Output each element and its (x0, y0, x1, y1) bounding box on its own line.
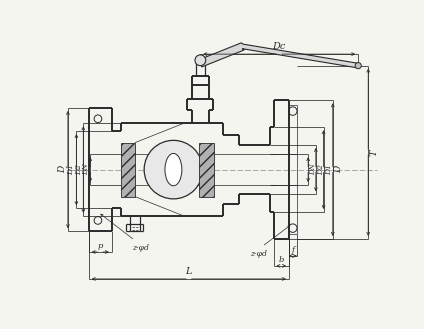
Text: D1: D1 (325, 164, 333, 175)
Text: b: b (279, 256, 284, 264)
Bar (199, 143, 214, 196)
Text: z-φd: z-φd (132, 243, 149, 252)
Text: L: L (186, 267, 192, 276)
Text: f: f (291, 245, 294, 254)
Text: Dc: Dc (273, 42, 286, 51)
Circle shape (355, 63, 361, 69)
Text: D: D (334, 166, 343, 173)
Text: D1: D1 (67, 164, 75, 175)
Text: D2: D2 (317, 164, 325, 175)
Text: D: D (58, 166, 67, 173)
Text: T: T (370, 149, 379, 156)
Bar (121, 143, 135, 196)
Polygon shape (199, 43, 359, 68)
Ellipse shape (165, 153, 182, 186)
Text: D2: D2 (75, 164, 83, 175)
Text: z-φd: z-φd (250, 250, 267, 258)
Text: DN: DN (82, 164, 90, 175)
Text: DN: DN (309, 164, 317, 175)
Text: p: p (98, 242, 103, 250)
Circle shape (195, 55, 206, 66)
Circle shape (144, 140, 203, 199)
